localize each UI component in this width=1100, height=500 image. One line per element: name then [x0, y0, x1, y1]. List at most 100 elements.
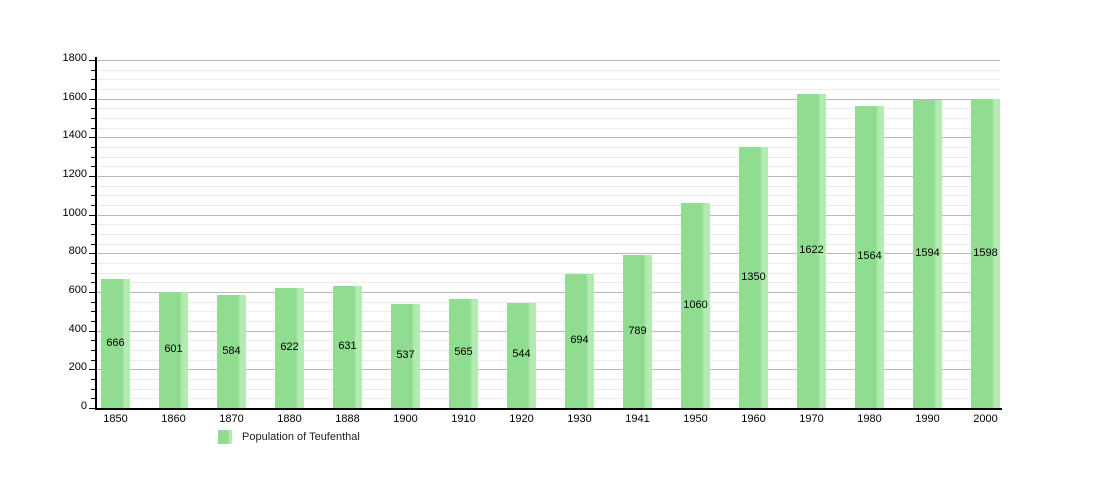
x-tick-label: 1850 — [103, 413, 128, 425]
major-gridline — [97, 253, 1000, 255]
bar-value-label: 565 — [454, 346, 473, 359]
bar-1920 — [507, 302, 536, 408]
y-axis-tick — [91, 398, 95, 400]
bar-1941 — [623, 255, 652, 408]
x-tick-label: 1888 — [335, 413, 360, 425]
bar-1930 — [565, 273, 594, 408]
y-tick-label: 800 — [68, 245, 87, 258]
y-tick-label: 600 — [68, 284, 87, 296]
y-tick-label: 1000 — [62, 206, 87, 219]
minor-gridline — [97, 379, 1000, 380]
y-axis-tick — [91, 340, 95, 342]
y-axis-tick — [91, 127, 95, 129]
x-tick-label: 1870 — [219, 413, 244, 425]
minor-gridline — [97, 118, 1000, 119]
minor-gridline — [97, 79, 1000, 81]
major-gridline — [97, 369, 1000, 371]
y-tick-label: 1800 — [62, 52, 87, 64]
x-tick-label: 2000 — [973, 413, 998, 425]
bar-value-label: 622 — [280, 340, 299, 353]
y-tick-label: 1600 — [62, 90, 87, 103]
bar-value-label: 1594 — [915, 246, 940, 259]
bar-value-label: 1598 — [973, 246, 998, 259]
major-gridline — [97, 137, 1000, 139]
y-axis-tick — [91, 272, 95, 274]
minor-gridline — [97, 224, 1000, 226]
minor-gridline — [97, 234, 1000, 235]
y-axis-tick — [91, 89, 95, 90]
bar-1910 — [449, 298, 478, 408]
x-tick-label: 1900 — [393, 413, 418, 425]
minor-gridline — [97, 311, 1000, 313]
minor-gridline — [97, 205, 1000, 206]
x-tick-label: 1960 — [741, 413, 766, 425]
bar-value-label: 537 — [396, 349, 415, 362]
x-tick-label: 1920 — [509, 413, 534, 425]
bar-1850 — [101, 279, 130, 408]
bar-value-label: 544 — [512, 348, 531, 361]
y-axis-tick — [91, 301, 95, 303]
y-axis-tick — [91, 282, 95, 284]
bar-1960 — [739, 147, 768, 408]
bar-value-label: 631 — [338, 340, 357, 352]
bar-1980 — [855, 105, 884, 408]
y-axis-tick — [91, 243, 95, 245]
bar-value-label: 1564 — [857, 249, 882, 262]
y-axis-tick — [91, 379, 95, 380]
minor-gridline — [97, 359, 1000, 361]
y-axis-tick — [91, 79, 95, 81]
y-axis-tick — [91, 321, 95, 322]
major-gridline — [97, 98, 1000, 100]
y-axis-tick — [91, 69, 95, 71]
y-axis-tick — [91, 156, 95, 158]
minor-gridline — [97, 301, 1000, 303]
major-gridline — [97, 176, 1000, 177]
bar-value-label: 1622 — [799, 244, 824, 257]
y-axis-tick — [91, 166, 95, 168]
y-axis-tick — [89, 214, 95, 216]
y-axis-tick — [91, 147, 95, 148]
x-tick-label: 1880 — [277, 413, 302, 425]
x-axis-line — [95, 408, 1002, 410]
minor-gridline — [97, 185, 1000, 187]
minor-gridline — [97, 156, 1000, 158]
x-tick-label: 1941 — [625, 413, 650, 425]
y-axis-tick — [91, 263, 95, 264]
x-tick-label: 1930 — [567, 413, 592, 425]
bar-1880 — [275, 287, 304, 408]
y-axis-tick — [91, 359, 95, 361]
minor-gridline — [97, 89, 1000, 90]
y-tick-label: 1200 — [62, 168, 87, 180]
major-gridline — [97, 292, 1000, 293]
x-tick-label: 1990 — [915, 413, 940, 425]
minor-gridline — [97, 398, 1000, 400]
y-axis-tick — [89, 369, 95, 371]
bar-2000 — [971, 99, 1000, 408]
bar-1990 — [913, 99, 942, 408]
bar-1860 — [159, 291, 188, 408]
y-axis-tick — [91, 205, 95, 206]
legend-swatch-icon — [218, 430, 232, 444]
y-axis-tick — [91, 311, 95, 313]
bar-value-label: 789 — [628, 324, 647, 337]
y-axis-tick — [89, 60, 95, 61]
y-axis-tick — [91, 108, 95, 110]
y-tick-label: 200 — [68, 361, 87, 374]
x-tick-label: 1860 — [161, 413, 186, 425]
y-axis-tick — [89, 330, 95, 332]
bar-1970 — [797, 94, 826, 408]
minor-gridline — [97, 282, 1000, 284]
x-tick-label: 1910 — [451, 413, 476, 425]
major-gridline — [97, 214, 1000, 216]
minor-gridline — [97, 108, 1000, 110]
minor-gridline — [97, 321, 1000, 322]
minor-gridline — [97, 69, 1000, 71]
chart-legend: Population of Teufenthal — [218, 430, 360, 444]
minor-gridline — [97, 147, 1000, 148]
minor-gridline — [97, 243, 1000, 245]
bar-1900 — [391, 304, 420, 408]
bar-1888 — [333, 286, 362, 408]
x-tick-label: 1950 — [683, 413, 708, 425]
major-gridline — [97, 60, 1000, 61]
